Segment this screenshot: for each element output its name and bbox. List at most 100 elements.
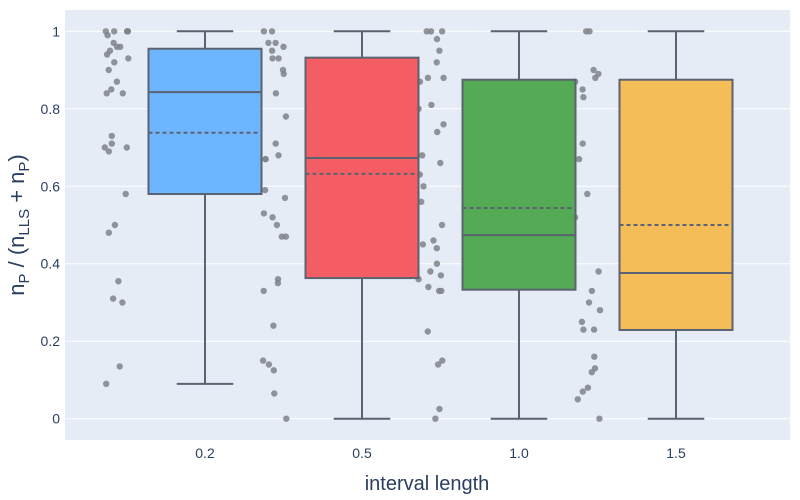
data-point: [103, 51, 111, 58]
data-point: [418, 198, 425, 205]
box-0.2: [147, 30, 263, 385]
data-point: [580, 326, 587, 333]
data-point: [579, 388, 586, 395]
y-tick-label: 0: [52, 411, 60, 427]
data-point: [583, 28, 590, 35]
x-tick-label: 0.2: [195, 445, 215, 461]
data-point: [275, 55, 282, 62]
data-point: [283, 415, 290, 422]
data-point: [108, 140, 116, 147]
data-point: [574, 396, 581, 403]
data-point: [123, 144, 130, 151]
box-1.0: [461, 30, 577, 420]
data-point: [103, 90, 110, 97]
data-point: [113, 78, 121, 85]
data-point: [104, 32, 111, 39]
data-point: [437, 159, 444, 167]
y-tick-label: 0.2: [41, 333, 61, 349]
data-point: [579, 86, 586, 93]
data-point: [117, 43, 124, 50]
data-point: [282, 113, 290, 120]
data-point: [270, 322, 277, 329]
y-tick-labels: 0 0.2 0.4 0.6 0.8 1: [41, 23, 61, 426]
data-point: [580, 94, 587, 101]
box-body: [147, 47, 263, 196]
x-tick-label: 0.5: [352, 445, 372, 461]
x-tick-labels: 0.2 0.5 1.0 1.5: [195, 445, 686, 461]
data-point: [585, 299, 593, 306]
data-point: [272, 39, 279, 47]
data-point: [427, 268, 434, 275]
box-1.5: [618, 30, 734, 420]
data-point: [269, 214, 276, 221]
data-point: [424, 328, 431, 335]
y-tick-label: 0.4: [41, 256, 61, 272]
data-point: [432, 415, 439, 422]
y-tick-label: 0.8: [41, 101, 61, 117]
data-point: [433, 260, 441, 267]
y-tick-label: 0.6: [41, 178, 61, 194]
data-point: [101, 144, 109, 151]
data-point: [424, 74, 432, 82]
data-point: [261, 186, 269, 194]
data-point: [273, 221, 281, 229]
data-point: [596, 415, 603, 422]
jitter-points: [101, 28, 604, 422]
data-point: [433, 35, 441, 43]
box-series: [147, 30, 734, 420]
data-point: [591, 353, 598, 360]
data-point: [116, 363, 123, 370]
data-point: [419, 152, 426, 159]
data-point: [440, 121, 447, 128]
y-tick-label: 1: [52, 23, 60, 39]
data-point: [430, 237, 437, 244]
data-point: [268, 47, 276, 54]
data-point: [433, 245, 440, 252]
data-point: [439, 357, 446, 364]
data-point: [122, 190, 129, 198]
data-point: [280, 70, 287, 78]
data-point: [275, 152, 282, 159]
data-point: [260, 28, 268, 35]
data-point: [103, 380, 110, 387]
data-point: [119, 299, 126, 306]
data-point: [280, 43, 287, 50]
data-point: [419, 241, 427, 248]
data-point: [588, 287, 596, 295]
data-point: [265, 39, 272, 47]
data-point: [584, 384, 592, 391]
data-point: [115, 278, 122, 285]
data-point: [433, 59, 440, 66]
data-point: [119, 90, 127, 97]
data-point: [596, 307, 604, 314]
data-point: [588, 369, 595, 376]
data-point: [590, 326, 598, 333]
data-point: [425, 283, 432, 291]
data-point: [108, 86, 115, 93]
data-point: [125, 55, 132, 62]
data-point: [109, 295, 117, 302]
data-point: [108, 132, 116, 140]
data-point: [427, 28, 435, 35]
data-point: [274, 279, 282, 287]
data-point: [105, 66, 112, 74]
data-point: [269, 55, 276, 62]
data-point: [579, 140, 586, 147]
data-point: [260, 287, 267, 295]
data-point: [575, 155, 583, 163]
data-point: [282, 233, 290, 240]
data-point: [438, 287, 445, 295]
data-point: [281, 194, 289, 202]
data-point: [436, 47, 443, 54]
data-point: [124, 28, 131, 35]
box-body: [304, 56, 420, 280]
data-point: [584, 190, 591, 198]
data-point: [434, 128, 441, 136]
data-point: [111, 28, 118, 35]
data-point: [592, 74, 599, 82]
data-point: [111, 221, 119, 229]
data-point: [111, 59, 118, 66]
data-point: [590, 66, 597, 74]
data-point: [438, 221, 446, 229]
data-point: [105, 148, 113, 155]
